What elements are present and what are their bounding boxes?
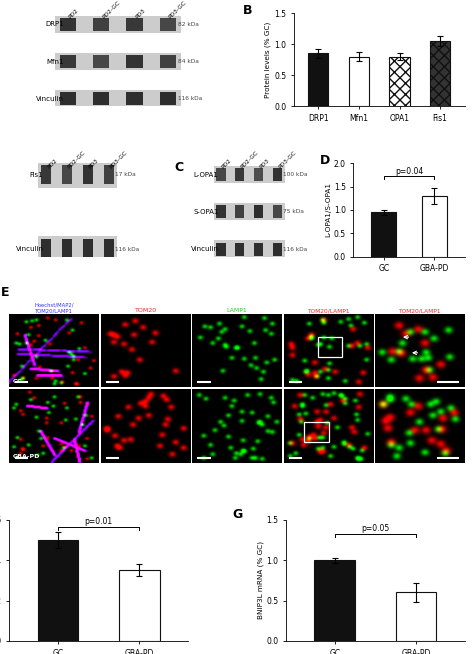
Text: PD2-GC: PD2-GC (240, 150, 260, 169)
Bar (55, 90, 181, 107)
Bar (160, 55, 176, 68)
Text: p=0.05: p=0.05 (361, 525, 390, 534)
Text: p=0.01: p=0.01 (85, 517, 113, 526)
Title: Hoechst/MAP2/
TOM20/LAMP1: Hoechst/MAP2/ TOM20/LAMP1 (35, 302, 74, 313)
Text: 116 kDa: 116 kDa (178, 96, 203, 101)
Text: 82 kDa: 82 kDa (178, 22, 199, 27)
Text: GBA-PD: GBA-PD (12, 455, 40, 460)
Text: D: D (320, 154, 330, 167)
Text: 17 kDa: 17 kDa (115, 172, 136, 177)
Text: 75 kDa: 75 kDa (283, 209, 304, 215)
Bar (119, 570, 160, 641)
Bar (421, 196, 447, 256)
Bar (41, 239, 51, 259)
Bar (318, 337, 342, 358)
Bar (38, 162, 117, 188)
Text: Fis1: Fis1 (30, 171, 44, 177)
Text: GC: GC (12, 379, 22, 384)
Bar (60, 92, 76, 105)
Bar (41, 165, 51, 184)
Text: Mfn1: Mfn1 (46, 59, 64, 65)
Text: PD2: PD2 (68, 7, 80, 20)
Text: B: B (243, 4, 252, 17)
Bar (396, 593, 436, 641)
Bar (235, 205, 244, 218)
Text: L-OPA1: L-OPA1 (194, 171, 219, 177)
Bar (216, 168, 226, 181)
Text: p=0.04: p=0.04 (395, 167, 423, 176)
Text: PD3-GC: PD3-GC (168, 0, 188, 20)
Text: 100 kDa: 100 kDa (283, 172, 308, 177)
Text: PD2-GC: PD2-GC (67, 150, 87, 169)
Text: DRP1: DRP1 (45, 22, 64, 27)
Text: PD3-GC: PD3-GC (277, 150, 297, 169)
Text: S-OPA1: S-OPA1 (193, 209, 219, 215)
Bar (430, 41, 450, 106)
Text: PD3-GC: PD3-GC (109, 150, 128, 169)
Bar (273, 205, 282, 218)
Bar (235, 168, 244, 181)
Bar (60, 55, 76, 68)
Text: G: G (233, 508, 243, 521)
Title: LAMP1: LAMP1 (227, 308, 247, 313)
Text: PD2: PD2 (221, 158, 233, 169)
Bar (308, 54, 328, 106)
Y-axis label: L-OPA1/S-OPA1: L-OPA1/S-OPA1 (325, 182, 331, 237)
Bar (62, 239, 72, 259)
Bar (273, 243, 282, 256)
Text: Vinculin: Vinculin (191, 246, 219, 252)
Title: TOM20/LAMP1: TOM20/LAMP1 (399, 308, 441, 313)
Title: TOM20/LAMP1: TOM20/LAMP1 (307, 308, 350, 313)
Text: PD3: PD3 (258, 158, 271, 169)
Bar (93, 55, 109, 68)
Bar (55, 16, 181, 33)
Bar (214, 241, 285, 258)
Bar (93, 92, 109, 105)
Bar (254, 243, 263, 256)
Bar (127, 18, 143, 31)
Bar (314, 560, 355, 641)
Text: Vinculin: Vinculin (16, 246, 44, 252)
Text: PD3: PD3 (135, 7, 146, 20)
Bar (214, 203, 285, 220)
Bar (349, 56, 369, 106)
Bar (160, 18, 176, 31)
Bar (216, 243, 226, 256)
Title: TOM20: TOM20 (135, 308, 157, 313)
Bar (55, 53, 181, 70)
Bar (60, 18, 76, 31)
Bar (104, 239, 114, 259)
Text: PD2-GC: PD2-GC (101, 0, 121, 20)
Y-axis label: Protein levels (% GC): Protein levels (% GC) (265, 22, 271, 98)
Bar (304, 422, 329, 442)
Text: E: E (0, 286, 9, 299)
Bar (389, 56, 410, 106)
Bar (104, 165, 114, 184)
Text: 84 kDa: 84 kDa (178, 59, 199, 64)
Text: C: C (174, 162, 183, 175)
Bar (38, 540, 78, 641)
Bar (127, 55, 143, 68)
Bar (160, 92, 176, 105)
Bar (83, 165, 93, 184)
Bar (127, 92, 143, 105)
Bar (62, 165, 72, 184)
Bar (214, 166, 285, 183)
Bar (93, 18, 109, 31)
Text: 116 kDa: 116 kDa (283, 247, 308, 252)
Text: PD2: PD2 (46, 158, 58, 169)
Bar (235, 243, 244, 256)
Y-axis label: BNIP3L mRNA (% GC): BNIP3L mRNA (% GC) (257, 542, 264, 619)
Bar (254, 205, 263, 218)
Text: 116 kDa: 116 kDa (115, 247, 139, 252)
Text: Vinculin: Vinculin (36, 96, 64, 102)
Text: PD3: PD3 (88, 158, 100, 169)
Bar (83, 239, 93, 259)
Bar (371, 213, 396, 256)
Bar (254, 168, 263, 181)
Bar (38, 236, 117, 262)
Bar (273, 168, 282, 181)
Bar (216, 205, 226, 218)
